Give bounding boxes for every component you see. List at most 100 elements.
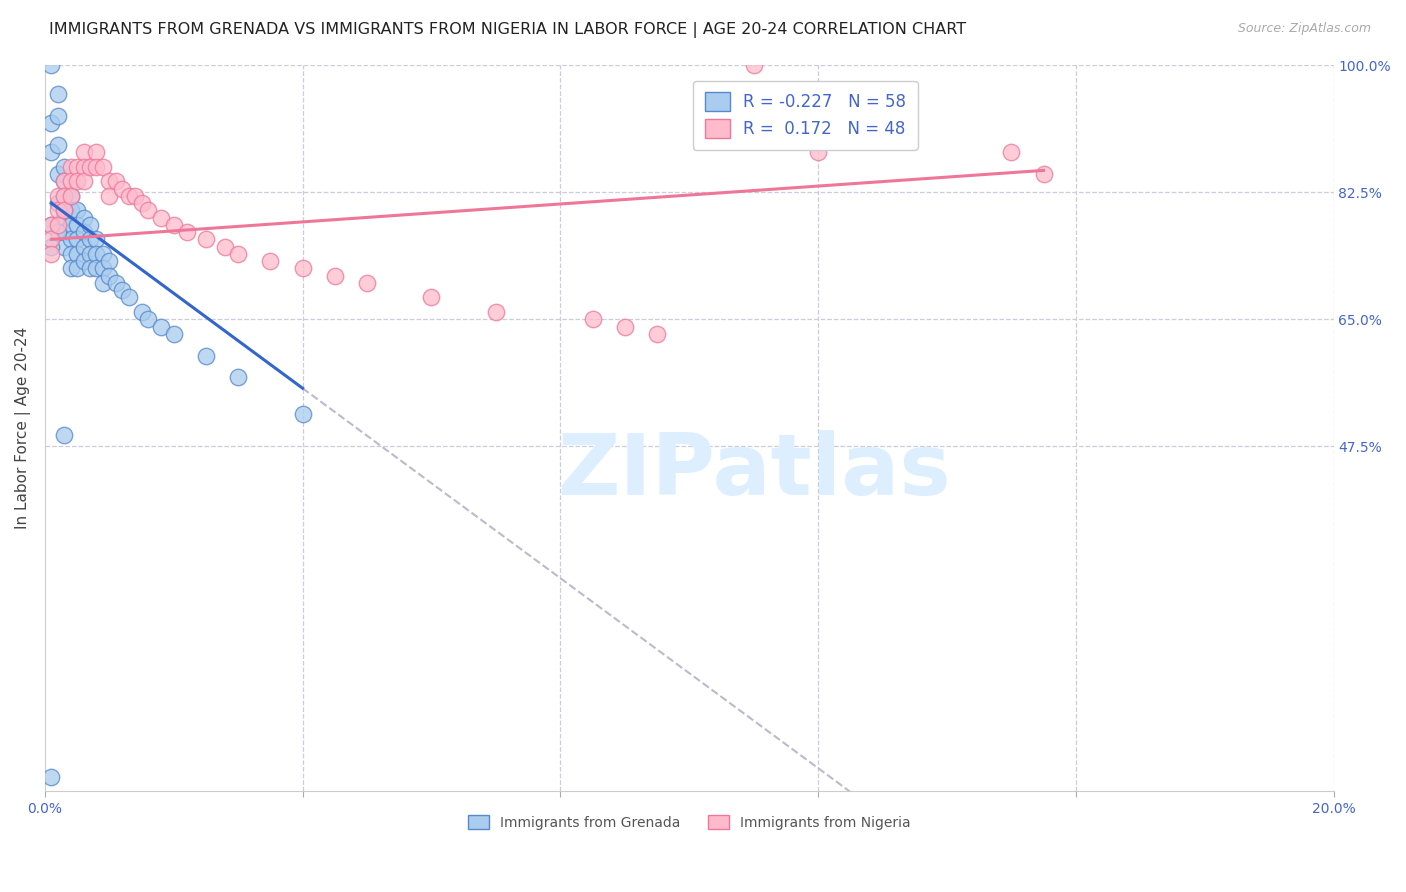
Point: [41, 218, 63, 232]
Text: Source: ZipAtlas.com: Source: ZipAtlas.com: [1237, 22, 1371, 36]
Point: [291, 261, 314, 276]
Point: [98, 189, 121, 203]
Point: [742, 58, 765, 72]
Point: [136, 203, 159, 218]
Point: [149, 319, 172, 334]
Point: [46, 218, 69, 232]
Point: [41, 116, 63, 130]
Text: ZIPatlas: ZIPatlas: [557, 430, 950, 513]
Point: [104, 174, 127, 188]
Point: [46, 225, 69, 239]
Point: [66, 218, 89, 232]
Point: [41, 232, 63, 246]
Point: [91, 160, 114, 174]
Point: [118, 290, 141, 304]
Point: [72, 225, 94, 239]
Point: [124, 189, 146, 203]
Y-axis label: In Labor Force | Age 20-24: In Labor Force | Age 20-24: [15, 327, 31, 529]
Point: [53, 428, 76, 442]
Point: [1000, 145, 1022, 160]
Point: [98, 174, 121, 188]
Point: [86, 160, 108, 174]
Point: [136, 312, 159, 326]
Point: [46, 203, 69, 218]
Point: [176, 225, 198, 239]
Point: [53, 240, 76, 254]
Point: [79, 160, 101, 174]
Point: [98, 254, 121, 268]
Point: [91, 247, 114, 261]
Point: [86, 145, 108, 160]
Point: [323, 268, 346, 283]
Point: [46, 196, 69, 211]
Point: [66, 160, 89, 174]
Point: [86, 232, 108, 246]
Point: [226, 247, 249, 261]
Point: [259, 254, 281, 268]
Point: [66, 203, 89, 218]
Point: [41, 218, 63, 232]
Point: [41, 145, 63, 160]
Point: [214, 240, 236, 254]
Point: [98, 268, 121, 283]
Point: [41, 770, 63, 784]
Point: [581, 312, 603, 326]
Point: [41, 240, 63, 254]
Point: [59, 218, 82, 232]
Point: [79, 232, 101, 246]
Point: [79, 247, 101, 261]
Point: [46, 87, 69, 102]
Point: [46, 109, 69, 123]
Point: [645, 326, 668, 341]
Point: [86, 261, 108, 276]
Point: [53, 203, 76, 218]
Point: [66, 232, 89, 246]
Point: [53, 203, 76, 218]
Point: [91, 276, 114, 290]
Point: [41, 247, 63, 261]
Point: [59, 160, 82, 174]
Point: [41, 58, 63, 72]
Text: IMMIGRANTS FROM GRENADA VS IMMIGRANTS FROM NIGERIA IN LABOR FORCE | AGE 20-24 CO: IMMIGRANTS FROM GRENADA VS IMMIGRANTS FR…: [49, 22, 966, 38]
Point: [131, 305, 153, 319]
Point: [104, 276, 127, 290]
Point: [356, 276, 378, 290]
Point: [72, 160, 94, 174]
Point: [53, 189, 76, 203]
Point: [291, 407, 314, 421]
Point: [53, 203, 76, 218]
Point: [72, 240, 94, 254]
Point: [46, 138, 69, 153]
Legend: Immigrants from Grenada, Immigrants from Nigeria: Immigrants from Grenada, Immigrants from…: [463, 809, 917, 835]
Point: [485, 305, 508, 319]
Point: [59, 189, 82, 203]
Point: [149, 211, 172, 225]
Point: [226, 370, 249, 384]
Point: [66, 174, 89, 188]
Point: [72, 254, 94, 268]
Point: [111, 283, 134, 297]
Point: [59, 232, 82, 246]
Point: [53, 211, 76, 225]
Point: [53, 160, 76, 174]
Point: [79, 218, 101, 232]
Point: [46, 167, 69, 181]
Point: [420, 290, 443, 304]
Point: [72, 145, 94, 160]
Point: [66, 247, 89, 261]
Point: [118, 189, 141, 203]
Point: [53, 225, 76, 239]
Point: [53, 174, 76, 188]
Point: [79, 261, 101, 276]
Point: [59, 247, 82, 261]
Point: [59, 189, 82, 203]
Point: [59, 261, 82, 276]
Point: [111, 181, 134, 195]
Point: [59, 203, 82, 218]
Point: [194, 232, 217, 246]
Point: [91, 261, 114, 276]
Point: [86, 247, 108, 261]
Point: [1032, 167, 1054, 181]
Point: [613, 319, 636, 334]
Point: [66, 261, 89, 276]
